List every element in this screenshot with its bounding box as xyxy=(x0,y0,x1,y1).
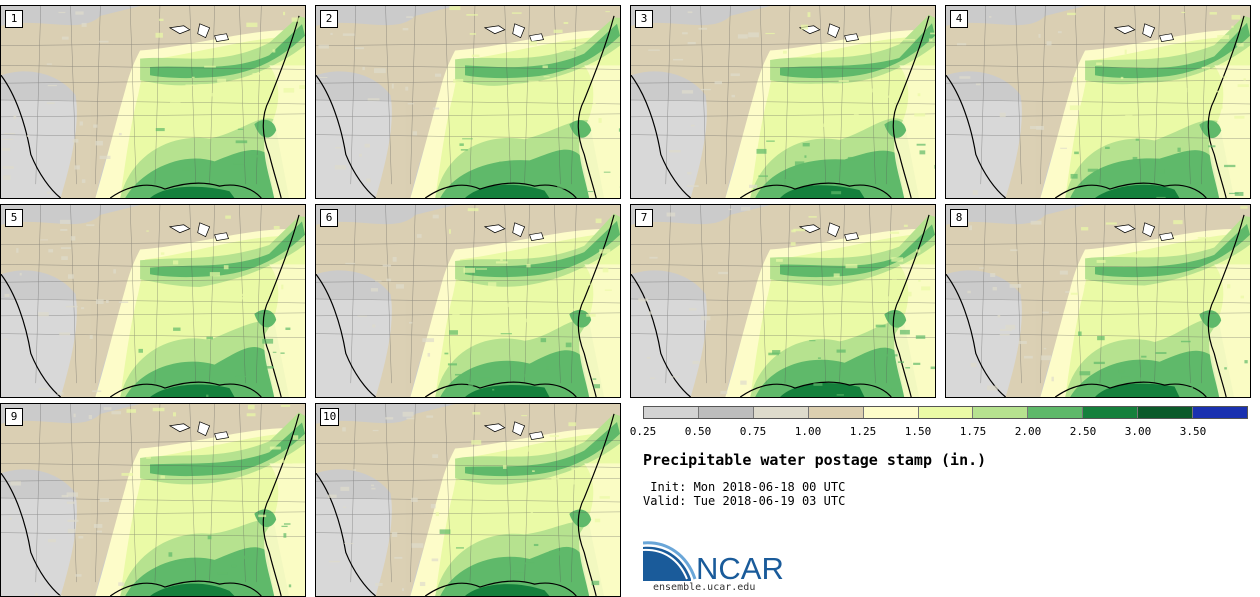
color-swatch xyxy=(863,407,919,418)
color-bar-tick-label: 0.75 xyxy=(739,425,767,438)
color-bar-tick-label: 1.50 xyxy=(904,425,932,438)
color-swatch xyxy=(644,407,699,418)
precipitable-water-map xyxy=(946,205,1250,397)
precipitable-water-map xyxy=(631,6,935,198)
ensemble-map-panel: 7 xyxy=(630,204,936,398)
color-bar-tick-label: 0.50 xyxy=(684,425,712,438)
init-time: Init: Mon 2018-06-18 00 UTC xyxy=(643,480,846,494)
color-bar-tick-label: 0.25 xyxy=(629,425,657,438)
color-swatch xyxy=(1138,407,1194,418)
color-bar-tick-label: 3.50 xyxy=(1179,425,1207,438)
member-number-label: 9 xyxy=(5,408,23,426)
color-bar-tick-label: 1.75 xyxy=(959,425,987,438)
ensemble-map-panel: 4 xyxy=(945,5,1251,199)
member-number-label: 7 xyxy=(635,209,653,227)
color-swatch xyxy=(698,407,754,418)
member-number-label: 6 xyxy=(320,209,338,227)
member-number-label: 10 xyxy=(320,408,340,426)
precipitable-water-map xyxy=(946,6,1250,198)
precipitable-water-map xyxy=(631,205,935,397)
color-swatch xyxy=(973,407,1029,418)
ensemble-map-panel: 2 xyxy=(315,5,621,199)
member-number-label: 1 xyxy=(5,10,23,28)
member-number-label: 5 xyxy=(5,209,23,227)
ensemble-map-panel: 10 xyxy=(315,403,621,597)
color-bar-tick-label: 1.00 xyxy=(794,425,822,438)
logo-url: ensemble.ucar.edu xyxy=(653,582,756,593)
precipitable-water-map xyxy=(1,205,305,397)
precipitable-water-map xyxy=(1,404,305,596)
precipitable-water-map xyxy=(316,404,620,596)
color-swatch xyxy=(808,407,864,418)
member-number-label: 8 xyxy=(950,209,968,227)
ncar-logo: NCAR xyxy=(643,541,784,583)
valid-time: Valid: Tue 2018-06-19 03 UTC xyxy=(643,494,846,508)
color-swatch xyxy=(753,407,809,418)
color-swatch xyxy=(1028,407,1084,418)
color-bar-tick-label: 3.00 xyxy=(1124,425,1152,438)
color-bar-tick-label: 2.00 xyxy=(1014,425,1042,438)
color-bar-tick-label: 2.50 xyxy=(1069,425,1097,438)
ensemble-map-panel: 3 xyxy=(630,5,936,199)
color-swatch xyxy=(918,407,974,418)
logo-text: NCAR xyxy=(696,551,784,583)
precipitable-water-map xyxy=(1,6,305,198)
member-number-label: 3 xyxy=(635,10,653,28)
ensemble-map-panel: 6 xyxy=(315,204,621,398)
ensemble-map-panel: 5 xyxy=(0,204,306,398)
ensemble-map-panel: 9 xyxy=(0,403,306,597)
member-number-label: 2 xyxy=(320,10,338,28)
color-swatch xyxy=(1083,407,1139,418)
precipitable-water-map xyxy=(316,205,620,397)
color-bar-tick-label: 1.25 xyxy=(849,425,877,438)
color-swatch xyxy=(1193,407,1247,418)
precipitable-water-map xyxy=(316,6,620,198)
chart-title: Precipitable water postage stamp (in.) xyxy=(643,451,987,469)
member-number-label: 4 xyxy=(950,10,968,28)
ensemble-map-panel: 1 xyxy=(0,5,306,199)
ensemble-map-panel: 8 xyxy=(945,204,1251,398)
color-bar xyxy=(643,406,1248,419)
